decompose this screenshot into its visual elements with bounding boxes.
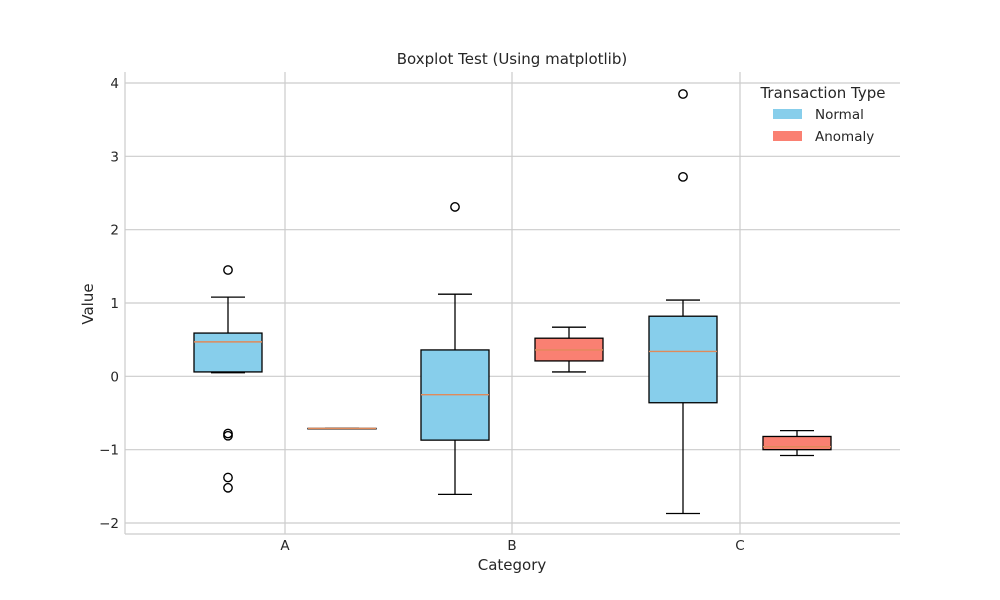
- y-tick-label: 2: [110, 223, 119, 239]
- outlier-point: [678, 89, 688, 99]
- box-normal-a: [193, 265, 263, 493]
- legend-swatch-anomaly: [773, 131, 802, 141]
- box-iqr: [762, 435, 832, 451]
- legend-label-normal: Normal: [815, 107, 864, 123]
- x-tick-label: A: [280, 538, 290, 554]
- box-plots: [193, 89, 832, 515]
- box-normal-b: [420, 202, 490, 496]
- legend-label-anomaly: Anomaly: [815, 129, 874, 145]
- legend: Transaction Type Normal Anomaly: [759, 84, 885, 145]
- y-tick-label: −2: [99, 516, 119, 532]
- legend-title: Transaction Type: [759, 84, 885, 102]
- axes: −2 −1 0 1 2 3 4 A B C: [99, 72, 900, 554]
- outlier-point: [223, 472, 233, 483]
- box-anomaly-a: [307, 427, 377, 430]
- outlier-point: [450, 202, 460, 212]
- y-tick-label: −1: [99, 443, 119, 459]
- y-tick-label: 0: [110, 369, 119, 385]
- y-tick-label: 4: [110, 76, 119, 92]
- outlier-point: [223, 482, 233, 493]
- box-iqr: [193, 332, 263, 373]
- box-normal-c: [648, 89, 718, 515]
- box-anomaly-c: [762, 429, 832, 457]
- outlier-point: [223, 430, 233, 441]
- outlier-point: [678, 171, 688, 182]
- x-tick-label: B: [507, 538, 516, 554]
- box-iqr: [648, 315, 718, 404]
- y-tick-label: 1: [110, 296, 119, 312]
- y-tick-label: 3: [110, 149, 119, 165]
- legend-swatch-normal: [773, 109, 802, 119]
- grid-lines: [125, 72, 900, 534]
- y-axis-label: Value: [79, 283, 97, 324]
- x-axis-label: Category: [478, 556, 547, 574]
- chart-title: Boxplot Test (Using matplotlib): [397, 50, 627, 68]
- x-tick-label: C: [735, 538, 744, 554]
- outlier-point: [223, 265, 233, 275]
- box-anomaly-b: [534, 326, 604, 373]
